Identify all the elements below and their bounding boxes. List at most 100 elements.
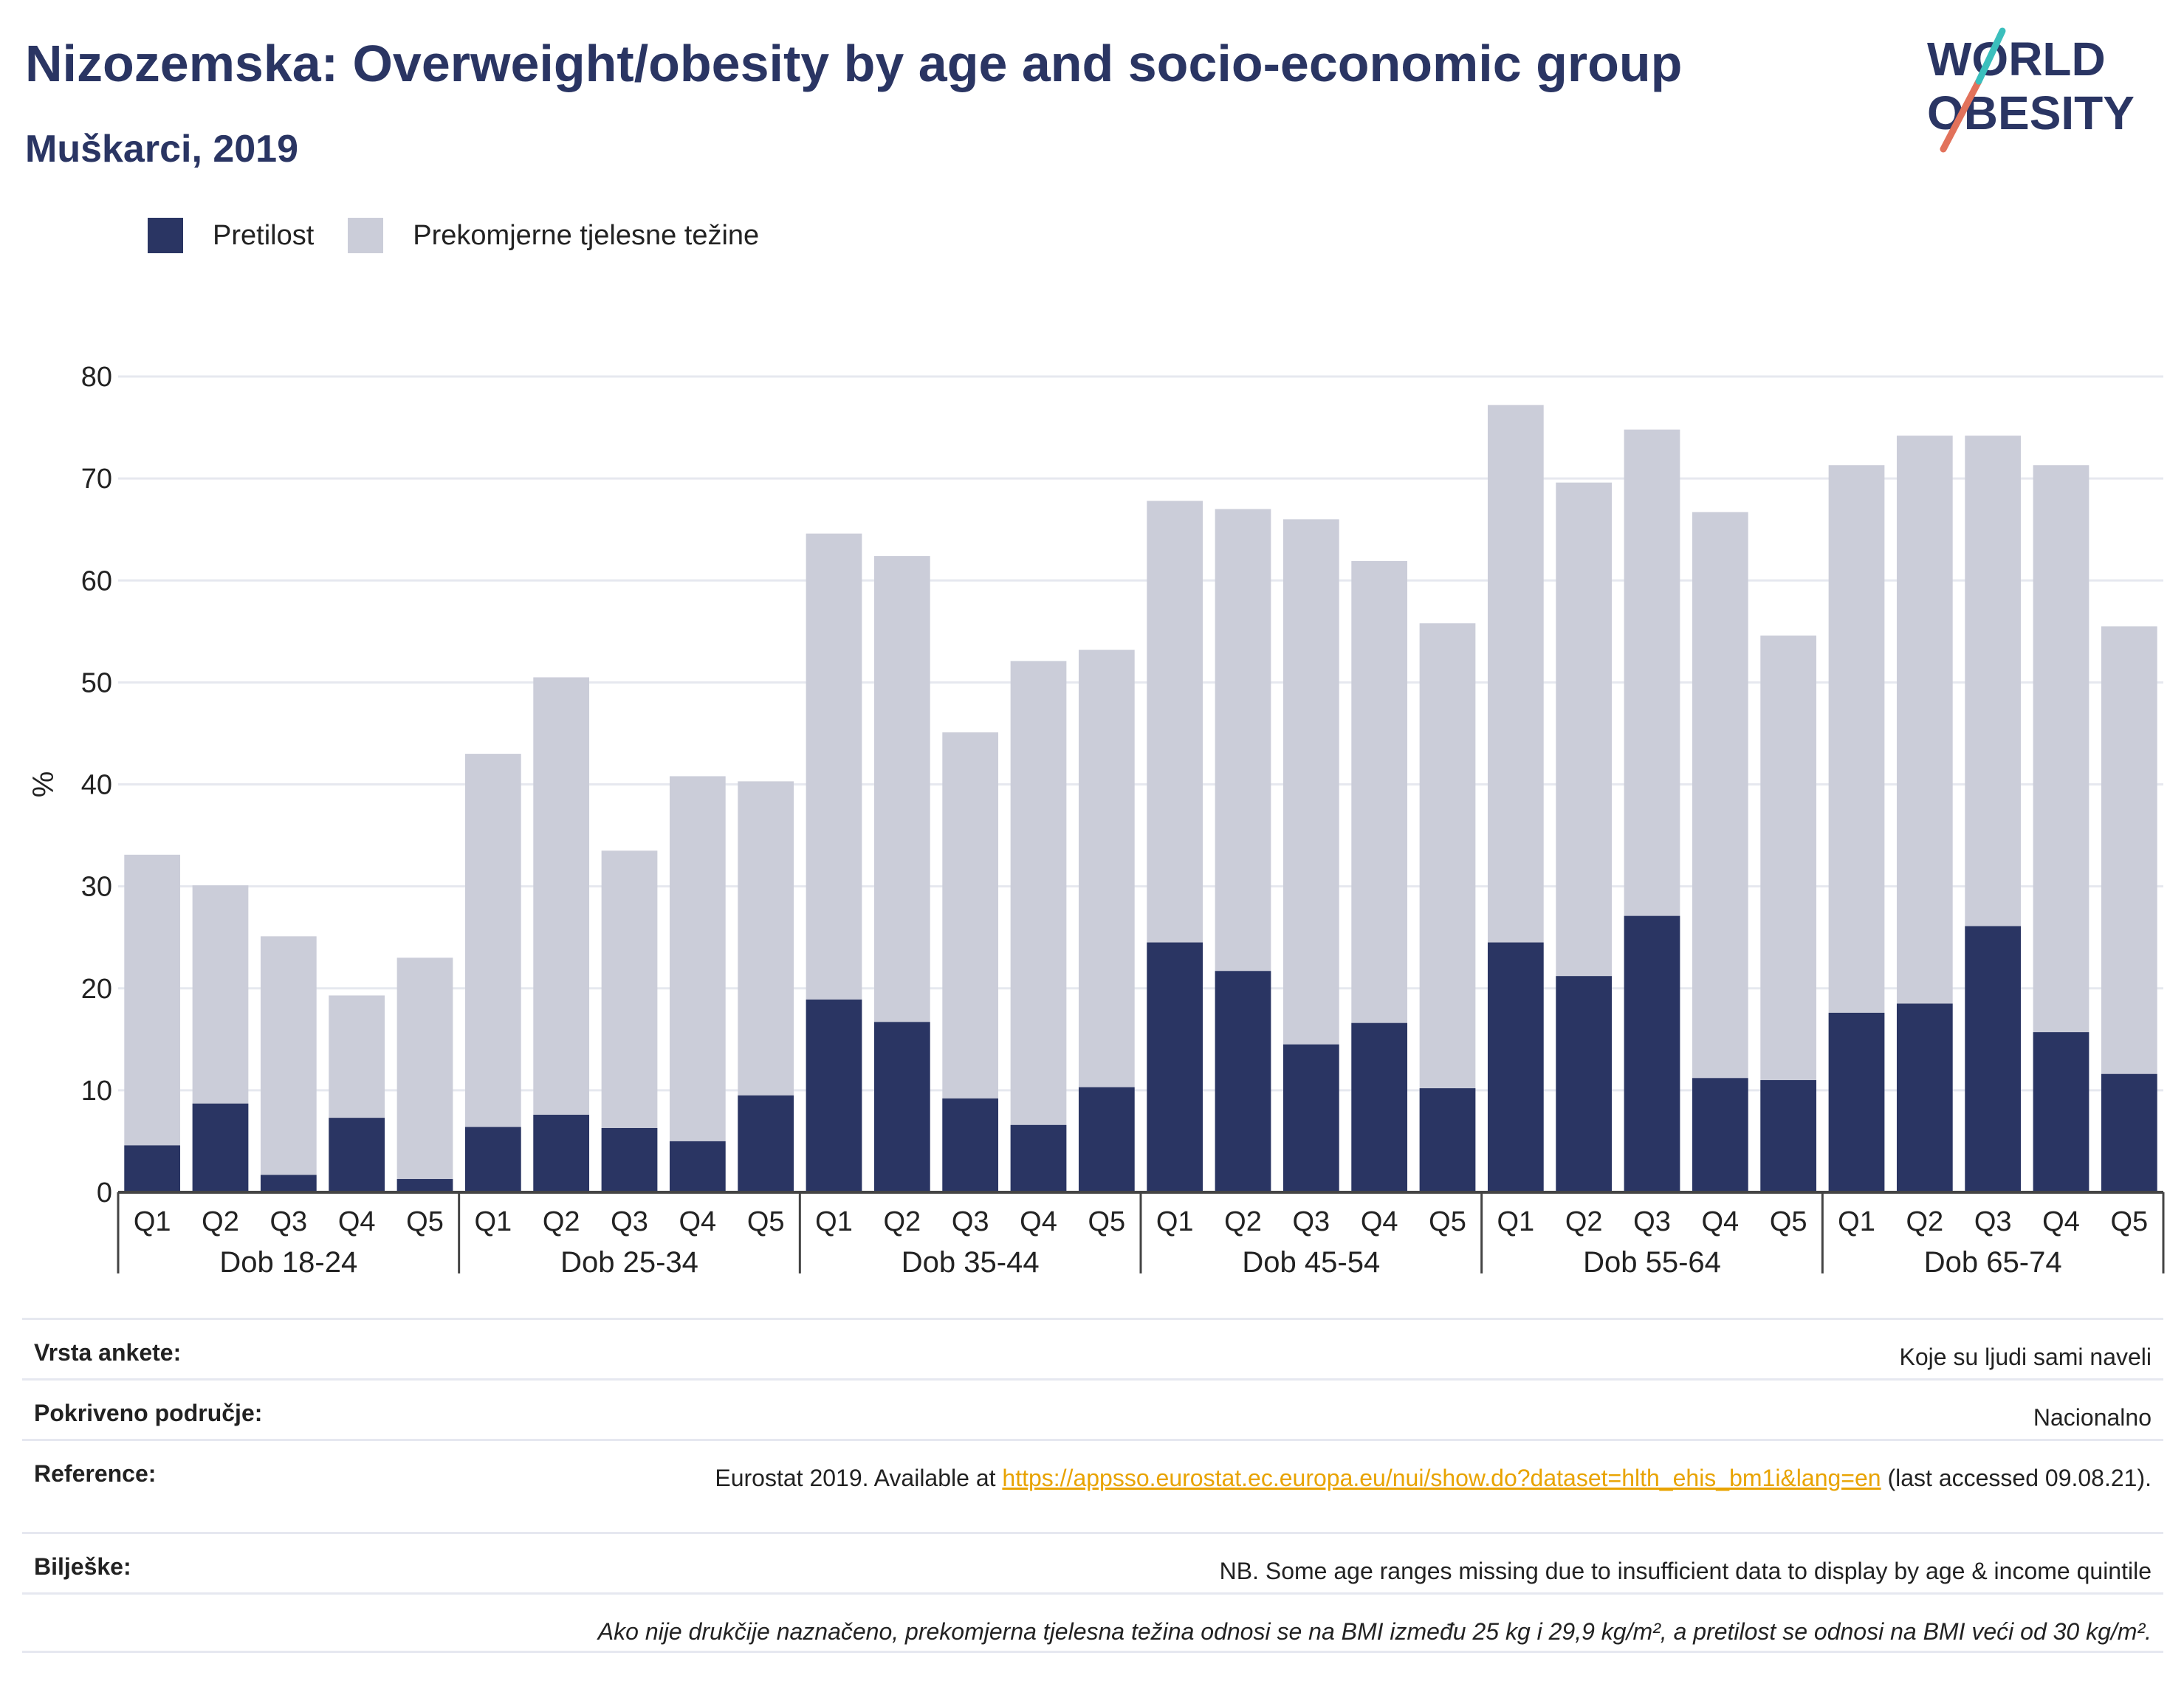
bar-overweight: [533, 677, 590, 1192]
x-tick-label: Q5: [2110, 1206, 2148, 1237]
x-tick-label: Q4: [2042, 1206, 2080, 1237]
reference-value: Eurostat 2019. Available at https://apps…: [715, 1460, 2152, 1496]
x-tick-label: Q3: [269, 1206, 307, 1237]
bar-obesity: [738, 1095, 794, 1192]
x-tick-label: Q1: [1497, 1206, 1534, 1237]
info-row-notes: Bilješke: NB. Some age ranges missing du…: [22, 1532, 2163, 1592]
notes-value: NB. Some age ranges missing due to insuf…: [1219, 1558, 2152, 1584]
notes-label: Bilješke:: [34, 1553, 131, 1580]
bar-obesity: [1692, 1078, 1748, 1192]
bar-obesity: [1487, 942, 1544, 1192]
group-label: Dob 25-34: [560, 1246, 698, 1279]
logo-line1: WORLD: [1927, 32, 2106, 86]
x-tick-label: Q2: [1224, 1206, 1262, 1237]
bar-obesity: [942, 1098, 999, 1192]
x-tick-label: Q3: [952, 1206, 989, 1237]
bar-obesity: [1965, 926, 2022, 1192]
y-tick-label: 10: [81, 1076, 112, 1107]
bar-overweight: [464, 754, 521, 1192]
info-row-reference: Reference: Eurostat 2019. Available at h…: [22, 1439, 2163, 1532]
bar-obesity: [464, 1127, 521, 1192]
bar-overweight: [260, 936, 317, 1192]
bar-overweight: [1010, 661, 1067, 1192]
bar-obesity: [1147, 942, 1203, 1192]
reference-label: Reference:: [34, 1460, 157, 1487]
legend-swatch-obesity: [148, 218, 183, 253]
bar-obesity: [806, 999, 862, 1192]
x-tick-label: Q2: [543, 1206, 580, 1237]
x-tick-label: Q5: [747, 1206, 785, 1237]
logo-line2: OBESITY: [1927, 86, 2135, 140]
bar-overweight: [669, 776, 726, 1192]
bar-obesity: [1282, 1044, 1339, 1192]
bar-obesity: [1828, 1012, 1885, 1192]
x-tick-label: Q5: [1429, 1206, 1466, 1237]
logo-slash-teal: [1975, 27, 2006, 85]
x-tick-label: Q1: [1156, 1206, 1194, 1237]
chart-legend: Pretilost Prekomjerne tjelesne težine: [148, 218, 793, 253]
info-table: Vrsta ankete: Koje su ljudi sami naveli …: [22, 1318, 2163, 1653]
x-tick-label: Q2: [202, 1206, 239, 1237]
y-tick-label: 60: [81, 565, 112, 596]
reference-link[interactable]: https://appsso.eurostat.ec.europa.eu/nui…: [1002, 1465, 1881, 1491]
bar-obesity: [1556, 976, 1613, 1192]
x-tick-label: Q1: [815, 1206, 853, 1237]
x-tick-label: Q3: [611, 1206, 648, 1237]
legend-swatch-overweight: [348, 218, 384, 253]
coverage-label: Pokriveno područje:: [34, 1400, 263, 1426]
x-tick-label: Q3: [1633, 1206, 1671, 1237]
bar-obesity: [260, 1175, 317, 1192]
legend-item-obesity: Pretilost: [148, 218, 314, 253]
definition-note: Ako nije drukčije naznačeno, prekomjerna…: [597, 1618, 2152, 1645]
bar-obesity: [533, 1115, 590, 1192]
x-tick-label: Q1: [134, 1206, 171, 1237]
reference-prefix: Eurostat 2019. Available at: [715, 1465, 1003, 1491]
x-tick-label: Q1: [1838, 1206, 1875, 1237]
survey-type-label: Vrsta ankete:: [34, 1339, 182, 1366]
bar-obesity: [1760, 1080, 1817, 1192]
bar-obesity: [1419, 1088, 1476, 1192]
group-label: Dob 35-44: [902, 1246, 1040, 1279]
info-row-survey-type: Vrsta ankete: Koje su ljudi sami naveli: [22, 1318, 2163, 1378]
chart-subtitle: Muškarci, 2019: [25, 128, 299, 171]
bar-obesity: [192, 1103, 249, 1192]
info-row-definition: Ako nije drukčije naznačeno, prekomjerna…: [22, 1592, 2163, 1653]
bar-chart: 0 10 20 30 40 50 60 70 80% Q1 Q2 Q3 Q4 Q5 Q1 Q2 Q3 Q4 Q5 Q1…: [27, 362, 2165, 1279]
bar-obesity: [1078, 1087, 1135, 1192]
legend-label-obesity: Pretilost: [213, 219, 315, 251]
bar-obesity: [1010, 1124, 1067, 1192]
group-label: Dob 45-54: [1242, 1246, 1380, 1279]
bar-obesity: [601, 1127, 658, 1192]
x-tick-label: Q5: [406, 1206, 444, 1237]
chart-title: Nizozemska: Overweight/obesity by age an…: [25, 35, 1683, 92]
bar-obesity: [873, 1022, 930, 1192]
x-tick-label: Q2: [1906, 1206, 1943, 1237]
x-tick-label: Q3: [1292, 1206, 1330, 1237]
x-tick-label: Q5: [1770, 1206, 1807, 1237]
coverage-value: Nacionalno: [2033, 1404, 2152, 1431]
bar-obesity: [329, 1118, 385, 1192]
x-tick-label: Q4: [1361, 1206, 1398, 1237]
group-label: Dob 65-74: [1924, 1246, 2062, 1279]
y-tick-label: 20: [81, 974, 112, 1005]
y-axis-label: %: [27, 771, 60, 798]
x-tick-label: Q3: [1974, 1206, 2012, 1237]
bar-obesity: [2033, 1032, 2089, 1192]
x-tick-label: Q4: [1701, 1206, 1739, 1237]
survey-type-value: Koje su ljudi sami naveli: [1899, 1344, 2152, 1370]
x-tick-label: Q1: [474, 1206, 512, 1237]
y-tick-label: 40: [81, 770, 112, 801]
bar-obesity: [1215, 971, 1271, 1192]
bar-obesity: [1896, 1003, 1953, 1192]
x-tick-label: Q2: [883, 1206, 921, 1237]
bar-obesity: [2101, 1073, 2157, 1192]
bar-obesity: [1624, 915, 1680, 1192]
reference-suffix: (last accessed 09.08.21).: [1881, 1465, 2152, 1491]
x-tick-label: Q4: [338, 1206, 376, 1237]
x-tick-label: Q5: [1088, 1206, 1125, 1237]
bar-obesity: [669, 1141, 726, 1192]
y-tick-label: 50: [81, 667, 112, 698]
legend-label-overweight: Prekomjerne tjelesne težine: [413, 219, 760, 251]
y-tick-label: 0: [97, 1177, 112, 1208]
info-row-coverage: Pokriveno područje: Nacionalno: [22, 1378, 2163, 1439]
